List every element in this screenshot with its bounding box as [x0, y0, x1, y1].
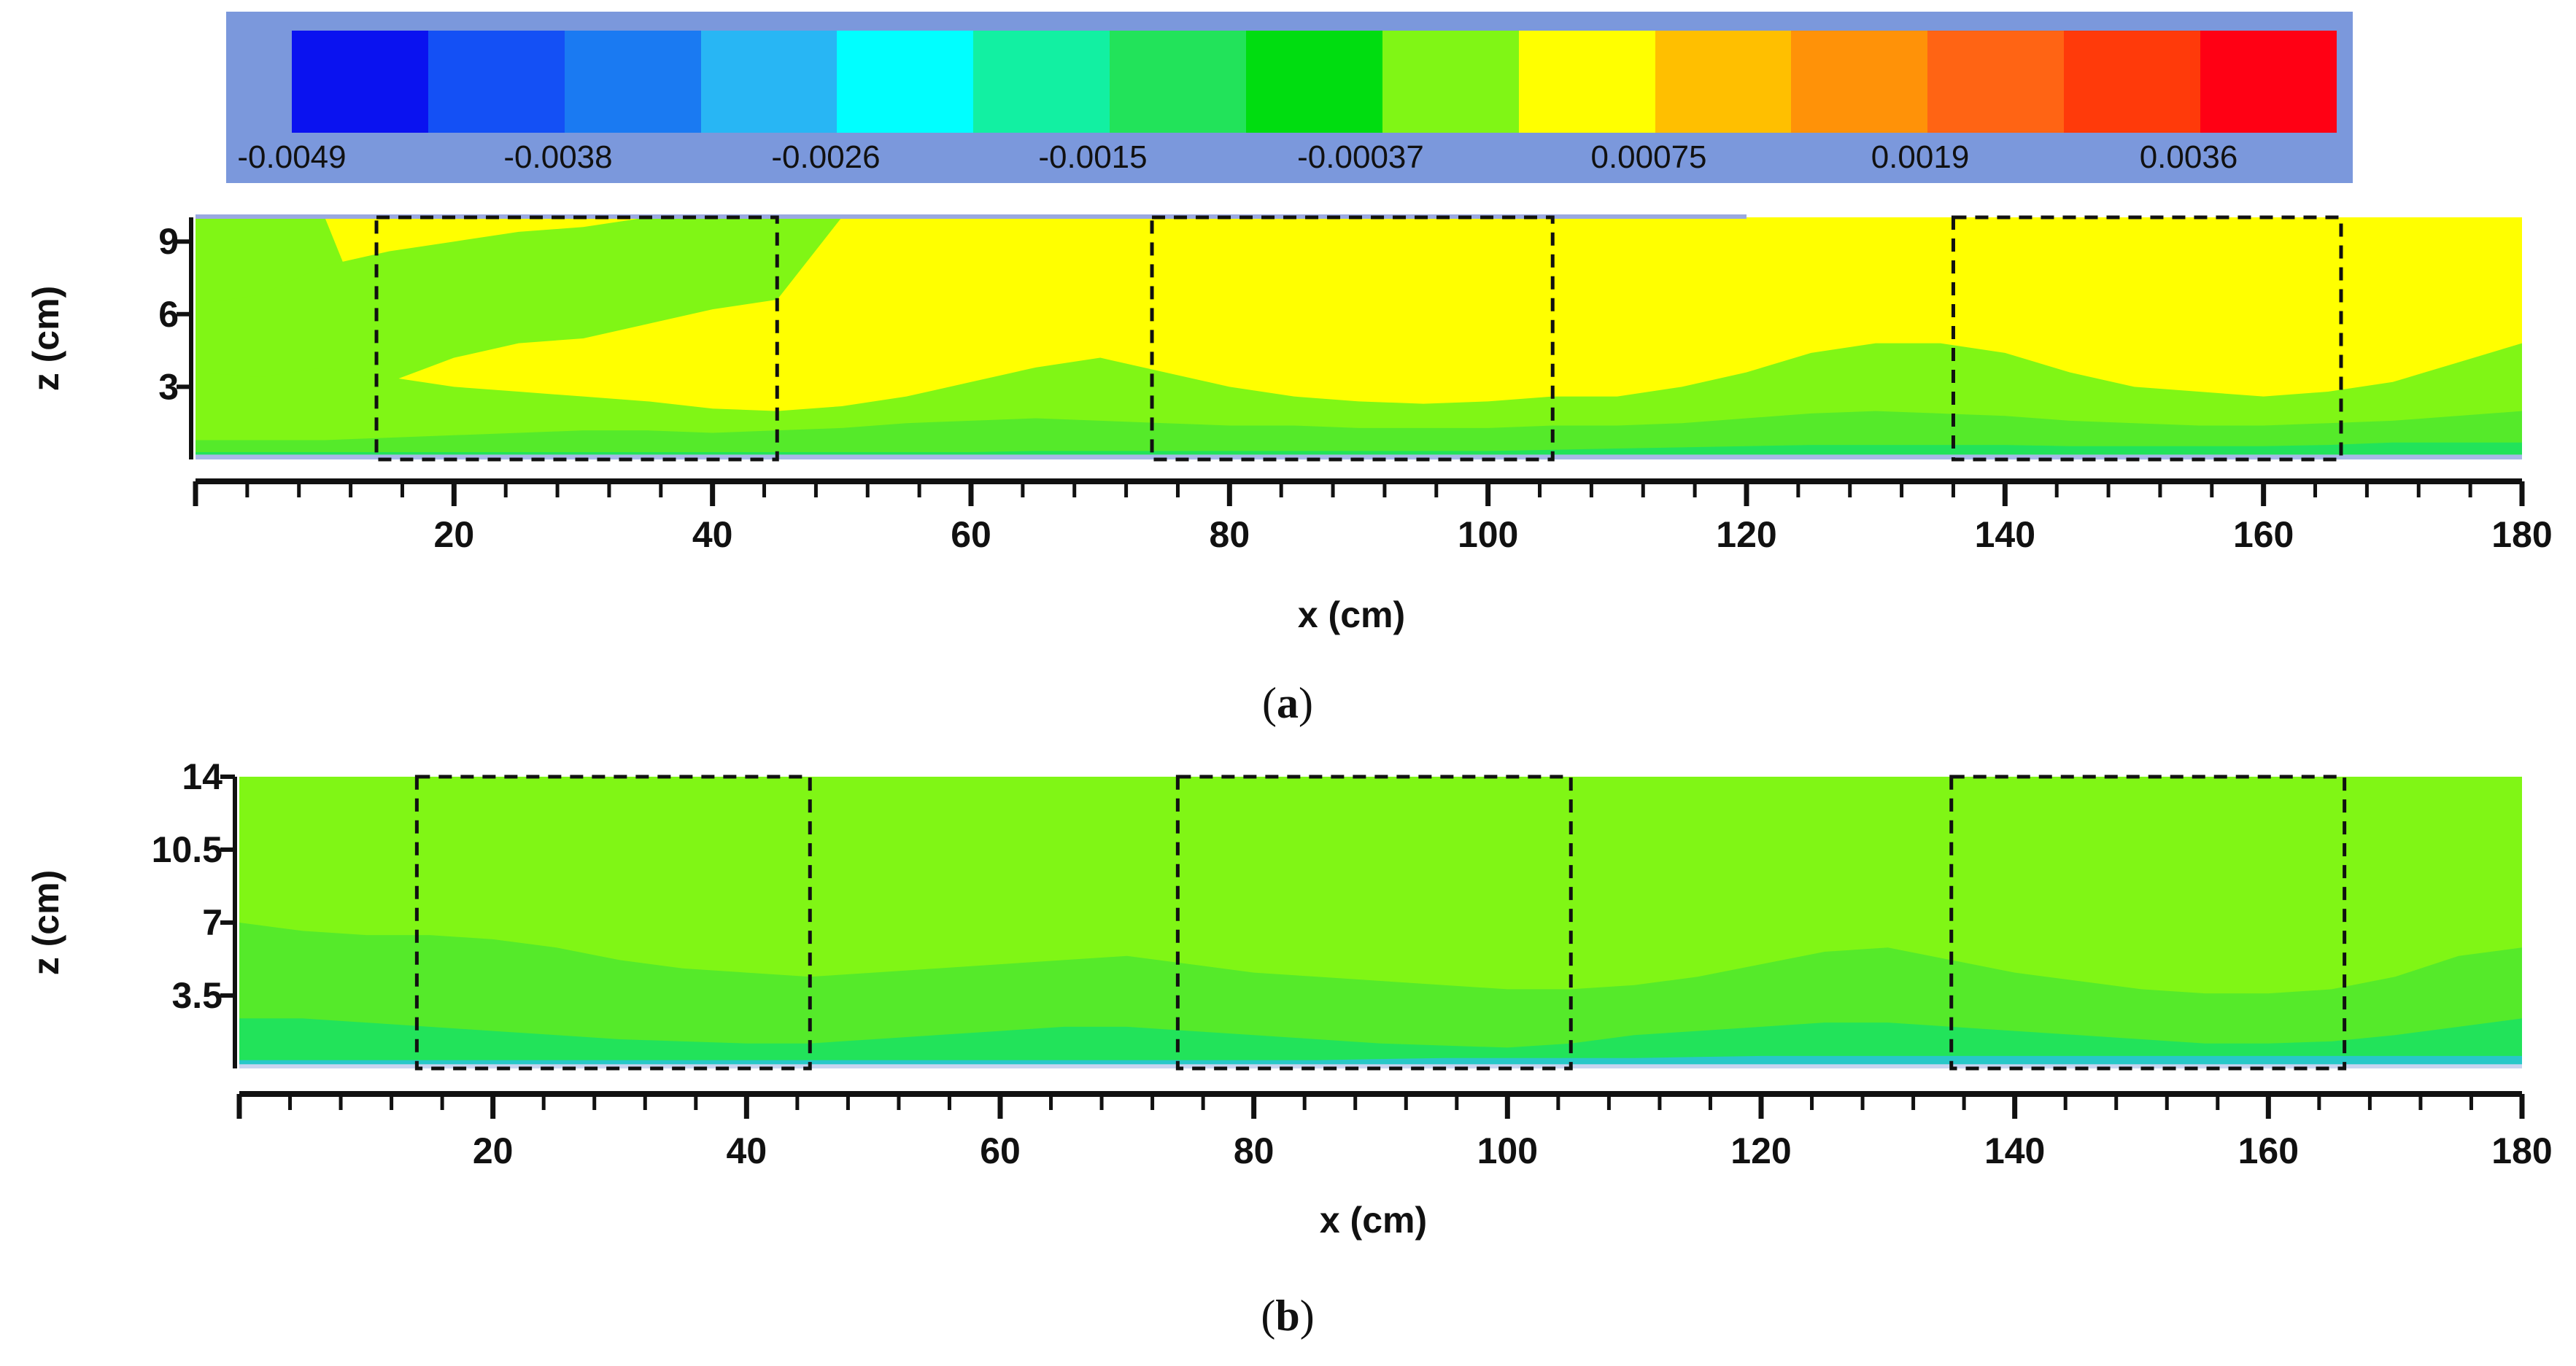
colorbar-swatch [700, 31, 838, 133]
colorbar-tick-label: 0.00075 [1590, 139, 1707, 175]
x-tick-label: 100 [1458, 514, 1518, 555]
y-tick-label: 14 [182, 756, 223, 797]
colorbar-swatch [1246, 31, 1382, 133]
colorbar-swatch [1110, 31, 1247, 133]
colorbar-swatch [973, 31, 1110, 133]
y-tick-label: 6 [158, 294, 179, 335]
y-tick-label: 3 [158, 366, 179, 407]
colorbar-tick-label: 0.0019 [1871, 139, 1970, 175]
colorbar: -0.0049 -0.0038 -0.0026 -0.0015 -0.00037 0.00… [226, 12, 2353, 183]
x-tick-label: 180 [2491, 514, 2552, 555]
colorbar-tick-label: 0.0036 [2139, 139, 2238, 175]
colorbar-swatch [2064, 31, 2201, 133]
colorbar-tick-label: -0.0026 [771, 139, 881, 175]
colorbar-swatch [564, 31, 701, 133]
caption-b: (b) [1261, 1292, 1315, 1340]
dashed-region-box [1175, 775, 1573, 1071]
dashed-region-box [414, 775, 812, 1071]
surface-layer [196, 214, 1747, 219]
x-tick-label: 20 [473, 1130, 514, 1171]
x-tick-label: 60 [951, 514, 991, 555]
x-tick-label: 140 [1984, 1130, 2045, 1171]
colorbar-swatch [2200, 31, 2337, 133]
dashed-region-box [1150, 215, 1555, 462]
x-tick-label: 80 [1234, 1130, 1275, 1171]
caption-a: (a) [1262, 679, 1313, 727]
dashed-region-box [1951, 215, 2343, 462]
y-tick-label: 9 [158, 221, 179, 262]
colorbar-swatch [1518, 31, 1655, 133]
dashed-region-box [1949, 775, 2347, 1071]
bed-layer [239, 1064, 2522, 1068]
x-tick-label: 120 [1730, 1130, 1791, 1171]
colorbar-labels: -0.0049 -0.0038 -0.0026 -0.0015 -0.00037 0.00… [226, 139, 2353, 176]
x-axis-label: x (cm) [1298, 594, 1405, 635]
colorbar-swatch [1927, 31, 2065, 133]
y-axis-label: z (cm) [26, 870, 66, 975]
y-tick-label: 10.5 [152, 829, 223, 870]
y-tick-label: 7 [202, 902, 223, 943]
dashed-region-box [374, 215, 779, 462]
x-tick-label: 40 [692, 514, 733, 555]
y-tick-label: 3.5 [171, 975, 223, 1016]
x-tick-label: 80 [1210, 514, 1250, 555]
x-axis-label: x (cm) [1320, 1200, 1427, 1241]
bed-layer [196, 454, 2522, 459]
colorbar-swatch [428, 31, 565, 133]
x-tick-label: 40 [727, 1130, 767, 1171]
colorbar-tick-label: -0.00037 [1297, 139, 1424, 175]
panel-b-chart: 3.5 7 10.5 14 z (cm) 20 40 60 80 100 120 140 160 180 x… [26, 756, 2553, 1241]
x-tick-label: 160 [2233, 514, 2294, 555]
x-tick-label: 20 [434, 514, 475, 555]
y-axis-label: z (cm) [26, 286, 66, 391]
colorbar-swatches [292, 31, 2337, 133]
x-tick-label: 140 [1975, 514, 2035, 555]
colorbar-swatch [292, 31, 428, 133]
colorbar-tick-label: -0.0038 [503, 139, 613, 175]
colorbar-tick-label: -0.0015 [1038, 139, 1148, 175]
x-tick-label: 60 [980, 1130, 1021, 1171]
panel-a-chart: 3 6 9 z (cm) 20 40 60 80 100 120 140 160 180 x (cm) [26, 214, 2553, 635]
colorbar-tick-label: -0.0049 [237, 139, 347, 175]
colorbar-swatch [1791, 31, 1928, 133]
x-tick-label: 120 [1716, 514, 1776, 555]
colorbar-swatch [837, 31, 974, 133]
x-tick-label: 180 [2491, 1130, 2552, 1171]
x-tick-label: 160 [2238, 1130, 2299, 1171]
colorbar-swatch [1655, 31, 1792, 133]
colorbar-swatch [1382, 31, 1519, 133]
x-tick-label: 100 [1477, 1130, 1538, 1171]
